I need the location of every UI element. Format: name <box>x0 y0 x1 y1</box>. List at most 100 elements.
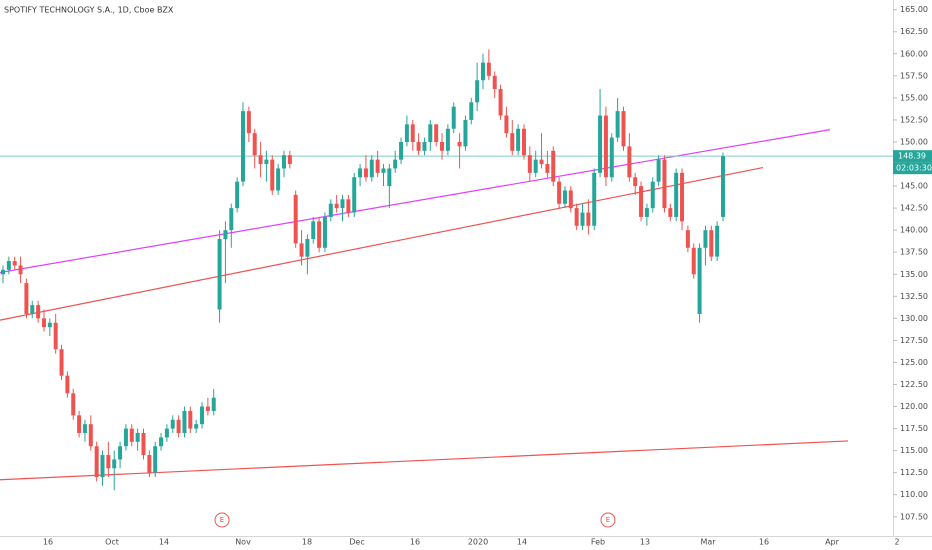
candle-body <box>562 190 567 204</box>
y-tick-label: 152.50 <box>900 115 928 124</box>
y-tick-label: 107.50 <box>900 512 928 521</box>
candle-body <box>363 168 368 178</box>
x-tick-label: Apr <box>825 538 840 547</box>
x-tick-label: 13 <box>640 538 650 547</box>
candle-body <box>568 190 573 209</box>
candle-body <box>551 150 556 182</box>
candle-body <box>36 305 41 319</box>
candle-body <box>88 424 93 447</box>
y-tick-label: 120.00 <box>900 402 928 411</box>
candle-body <box>77 415 82 433</box>
countdown-box <box>893 162 932 175</box>
candle-body <box>615 111 620 138</box>
x-tick-label: 14 <box>159 538 169 547</box>
candle-body <box>258 155 263 165</box>
candle-body <box>118 446 123 460</box>
candle-body <box>592 172 597 226</box>
candle-body <box>662 159 667 209</box>
candle-body <box>30 305 35 314</box>
candle-body <box>410 124 415 142</box>
candle-body <box>440 141 445 151</box>
candle-body <box>65 375 70 394</box>
candle-body <box>182 410 187 433</box>
candle-body <box>305 238 310 257</box>
candle-body <box>123 428 128 447</box>
candle-body <box>533 159 538 173</box>
countdown: 02:03:30 <box>896 164 932 173</box>
trendline <box>0 440 849 481</box>
candle-body <box>586 212 591 226</box>
candle-body <box>715 225 720 257</box>
earnings-label: E <box>606 516 610 524</box>
candle-body <box>59 349 64 376</box>
candle-body <box>498 89 503 116</box>
candle-body <box>680 172 685 222</box>
candle-body <box>469 102 474 120</box>
candle-body <box>697 247 702 314</box>
x-tick-label: 18 <box>302 538 312 547</box>
candle-body <box>129 428 134 442</box>
y-tick-label: 160.00 <box>900 49 928 58</box>
y-tick-label: 142.50 <box>900 204 928 213</box>
candle-body <box>375 159 380 173</box>
candle-body <box>621 111 626 147</box>
candle-body <box>159 437 164 447</box>
y-tick-label: 125.00 <box>900 358 928 367</box>
candle-body <box>176 419 181 433</box>
y-tick-label: 165.00 <box>900 5 928 14</box>
candle-body <box>47 322 52 328</box>
candle-body <box>510 133 515 151</box>
candle-body <box>428 124 433 142</box>
candle-body <box>434 124 439 142</box>
trendline <box>0 129 831 274</box>
y-tick-label: 112.50 <box>900 468 928 477</box>
candle-body <box>100 455 105 478</box>
candle-body <box>352 177 357 213</box>
candle-body <box>404 124 409 142</box>
candle-body <box>41 318 46 328</box>
candle-body <box>527 155 532 173</box>
candle-body <box>691 247 696 275</box>
candle-body <box>205 406 210 411</box>
candle-body <box>135 432 140 442</box>
y-tick-label: 110.00 <box>900 490 928 499</box>
x-tick-label: Nov <box>235 538 251 547</box>
y-tick-label: 150.00 <box>900 137 928 146</box>
candle-body <box>492 75 497 90</box>
candle-body <box>264 159 269 165</box>
candle-body <box>211 397 216 411</box>
candle-body <box>445 128 450 151</box>
candle-body <box>685 230 690 248</box>
x-tick-label: Feb <box>591 538 605 547</box>
candle-body <box>112 459 117 469</box>
candle-body <box>668 208 673 217</box>
candle-body <box>457 141 462 147</box>
y-tick-label: 157.50 <box>900 71 928 80</box>
y-tick-label: 122.50 <box>900 380 928 389</box>
candle-body <box>164 428 169 438</box>
candle-body <box>416 141 421 151</box>
candle-body <box>252 133 257 156</box>
candle-body <box>463 119 468 147</box>
candle-body <box>6 261 11 270</box>
trendline <box>0 166 764 321</box>
x-tick-label: Mar <box>700 538 716 547</box>
y-tick-label: 132.50 <box>900 292 928 301</box>
candle-body <box>299 243 304 257</box>
y-tick-label: 115.00 <box>900 446 928 455</box>
candle-body <box>317 221 322 248</box>
candle-body <box>270 159 275 191</box>
candle-body <box>235 181 240 209</box>
candle-body <box>381 168 386 173</box>
candle-body <box>709 230 714 257</box>
candle-body <box>644 208 649 217</box>
candle-body <box>223 230 228 239</box>
y-tick-label: 162.50 <box>900 27 928 36</box>
candle-body <box>340 199 345 209</box>
y-tick-label: 135.00 <box>900 270 928 279</box>
candle-body <box>281 155 286 169</box>
price-label-box <box>893 150 932 163</box>
candle-body <box>486 62 491 76</box>
y-tick-label: 155.00 <box>900 93 928 102</box>
